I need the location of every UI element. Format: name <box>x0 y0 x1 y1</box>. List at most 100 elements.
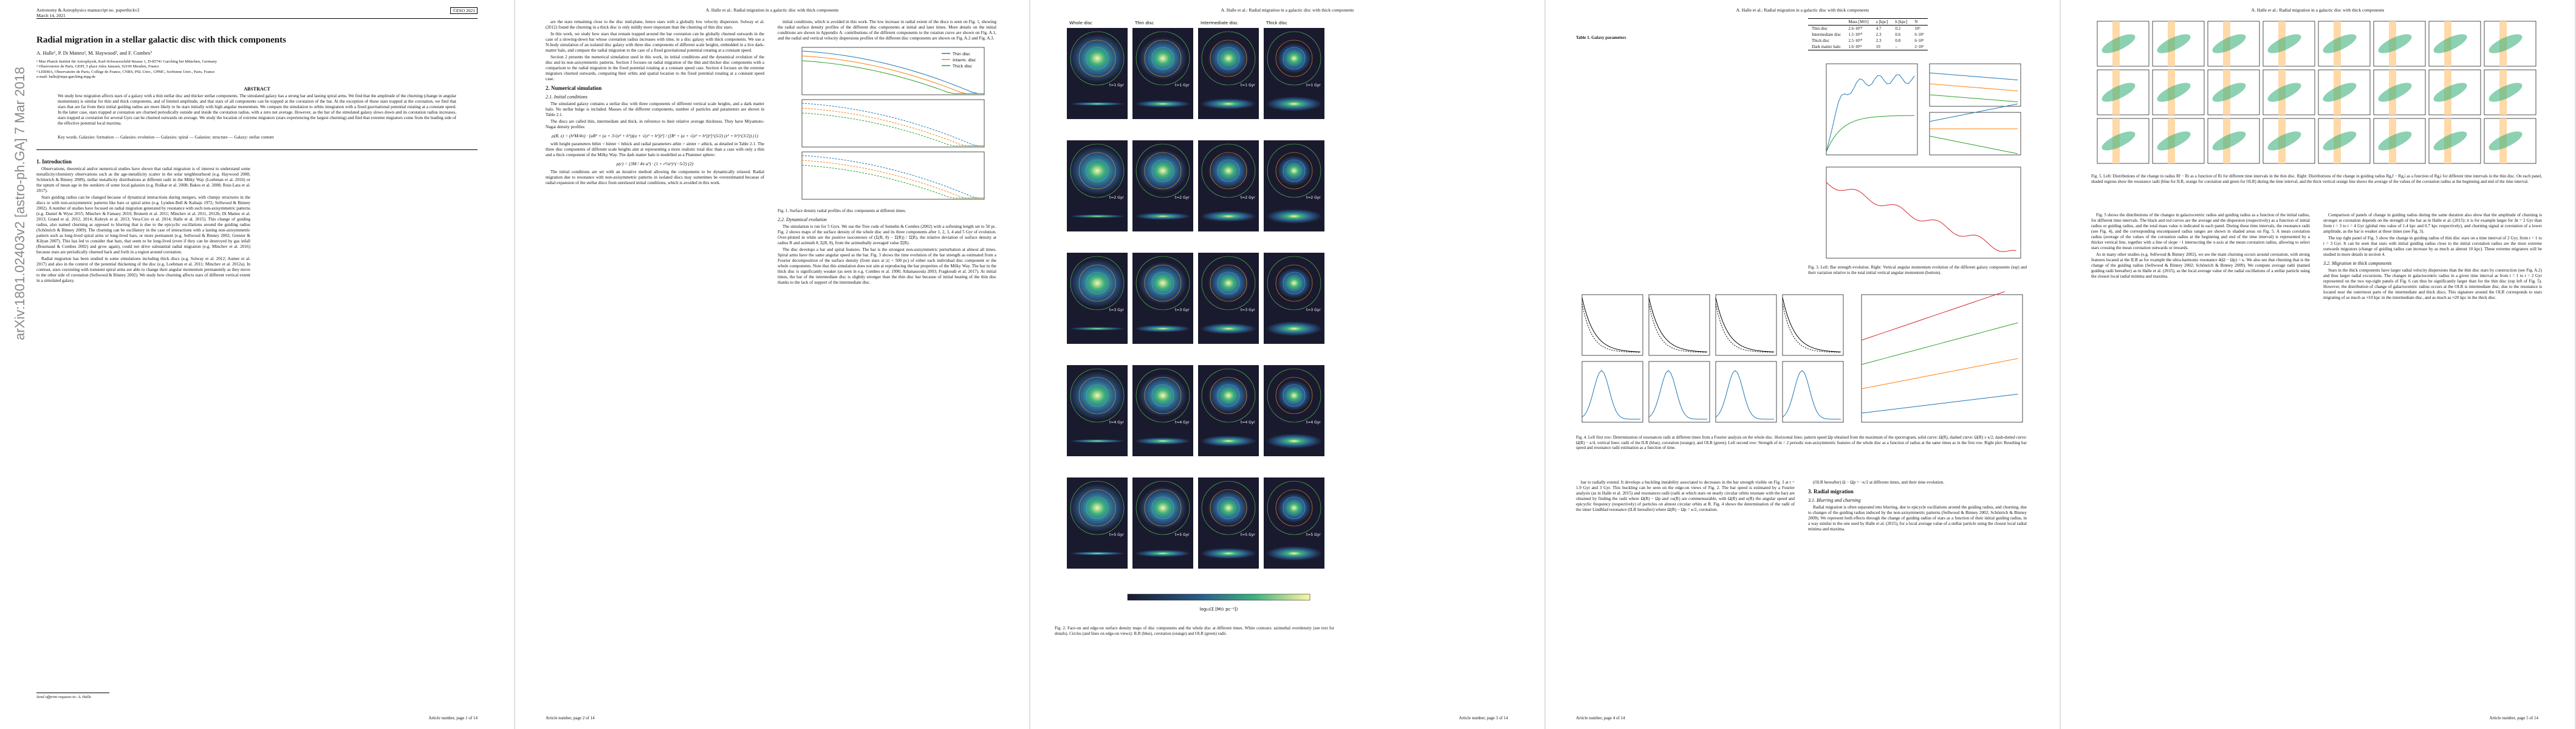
edge-on-image <box>1266 434 1322 448</box>
rule <box>36 18 478 19</box>
plot-frame <box>1581 294 1643 356</box>
abstract-heading: ABSTRACT <box>244 86 270 92</box>
curve <box>801 165 984 199</box>
row-label: t=3 Gyr <box>1109 308 1124 312</box>
curve <box>1861 394 2018 414</box>
table-cell: 0.2 <box>1895 26 1901 31</box>
resonance-circle <box>1136 31 1190 86</box>
paragraph: bar to radially extend. It develops a bu… <box>1576 480 1795 512</box>
edge-on-image <box>1069 439 1125 443</box>
plot-frame <box>1581 361 1643 423</box>
resonance-circle <box>1136 143 1190 198</box>
table-cell: 6·10⁵ <box>1914 32 1924 37</box>
curve <box>1929 72 2018 81</box>
table-header-cell: Mass [M⊙] <box>1848 19 1869 24</box>
curve <box>1782 303 1841 353</box>
density-map <box>2267 131 2301 151</box>
edge-on-image <box>1135 213 1191 220</box>
edge-on-image <box>1266 97 1322 111</box>
edge-on-image <box>1069 214 1125 218</box>
plot-frame <box>801 151 985 200</box>
paragraph: (OLR hereafter) Ω − Ωp = −κ/2 at differe… <box>1813 480 1945 485</box>
resonance-circle <box>1070 481 1125 535</box>
curve <box>1861 292 2006 341</box>
density-map <box>2489 34 2523 53</box>
density-map <box>2267 83 2301 102</box>
page-number: Article number, page 5 of 14 <box>2489 716 2538 720</box>
edge-on-image <box>1201 436 1256 447</box>
paragraph: Stars guiding radius can be changed beca… <box>36 195 250 255</box>
curve <box>1826 74 1915 152</box>
disc-image <box>1208 265 1249 301</box>
resonance-circle <box>1201 481 1256 535</box>
subsection-heading: 2.2. Dynamical evolution <box>778 216 827 222</box>
section-heading: 3. Radial migration <box>1808 488 1854 495</box>
plot-frame <box>2373 118 2426 164</box>
table-cell: Intermediate disc <box>1812 32 1841 37</box>
density-map <box>2267 34 2301 53</box>
curve <box>1715 370 1775 420</box>
plot-frame <box>1715 361 1777 423</box>
paragraphs: (OLR hereafter) Ω − Ωp = −κ/2 at differe… <box>1808 480 2027 485</box>
resonance-circle <box>1210 264 1247 302</box>
paragraph: In this work, we study how stars that re… <box>546 32 764 53</box>
table-caption: Table 1. Galaxy parameters <box>1576 35 1626 40</box>
disc-image <box>1277 156 1311 186</box>
disc-image <box>1208 152 1249 189</box>
density-map <box>2489 83 2523 102</box>
resonance-circle <box>1283 384 1306 407</box>
disc-image <box>1208 490 1249 526</box>
row-label: t=4 Gyr <box>1241 420 1255 425</box>
plot-frame <box>2484 118 2537 164</box>
paragraph: Radial migration is often separated into… <box>1808 505 2027 532</box>
plot-frame <box>2097 118 2150 164</box>
resonance-circle <box>1217 496 1240 519</box>
resonance-circle <box>1136 368 1190 423</box>
column: 1. Introduction Observations, theoretica… <box>36 156 250 285</box>
plot-frame <box>2428 118 2481 164</box>
curve <box>801 55 984 94</box>
disc-image <box>1069 371 1125 420</box>
resonance-circle <box>1275 39 1313 77</box>
figure-caption: Fig. 5. Left: Distributions of the chang… <box>2091 174 2542 184</box>
resonance-circle <box>1151 47 1174 70</box>
plot-frame <box>2373 21 2426 67</box>
resonance-circle <box>1086 159 1109 182</box>
column-label: Whole disc <box>1069 21 1092 26</box>
rule <box>36 149 478 150</box>
curve <box>1929 135 2018 154</box>
density-map <box>2102 131 2136 151</box>
disc-image <box>1208 40 1249 77</box>
resonance-circle <box>1144 39 1182 77</box>
paragraph: Comparison of panels of change in guidin… <box>2323 213 2542 234</box>
resonance-circle <box>1086 496 1109 519</box>
curve <box>1782 370 1841 420</box>
resonance-circle <box>1144 152 1182 190</box>
resonance-circle <box>1078 489 1116 527</box>
density-map <box>2433 34 2467 53</box>
row-label: t=1 Gyr <box>1175 83 1190 87</box>
curve <box>1826 115 1915 152</box>
edge-on-image <box>1266 209 1322 224</box>
table-cell: 1.5·10¹⁰ <box>1848 32 1863 37</box>
plot-frame <box>1648 361 1710 423</box>
curve <box>801 108 984 146</box>
subsection-heading: 2.1. Initial conditions <box>546 94 587 100</box>
row-label: t=3 Gyr <box>1175 308 1190 312</box>
row-label: t=3 Gyr <box>1306 308 1321 312</box>
affiliation: ² Observatoire de Paris, GEPI, 5 place J… <box>36 64 159 69</box>
density-map <box>2378 83 2412 102</box>
page-number: Article number, page 4 of 14 <box>1576 716 1625 720</box>
plot-frame <box>2152 69 2205 115</box>
column: (OLR hereafter) Ω − Ωp = −κ/2 at differe… <box>1808 480 2027 533</box>
resonance-circle <box>1210 39 1247 77</box>
density-map <box>2489 131 2523 151</box>
curve <box>1715 297 1775 352</box>
plot-frame <box>2428 21 2481 67</box>
resonance-circle <box>1144 377 1182 414</box>
curve <box>801 103 984 146</box>
plot-frame <box>2484 69 2537 115</box>
resonance-circle <box>1283 47 1306 70</box>
column: initial conditions, which is avoided in … <box>778 19 996 287</box>
